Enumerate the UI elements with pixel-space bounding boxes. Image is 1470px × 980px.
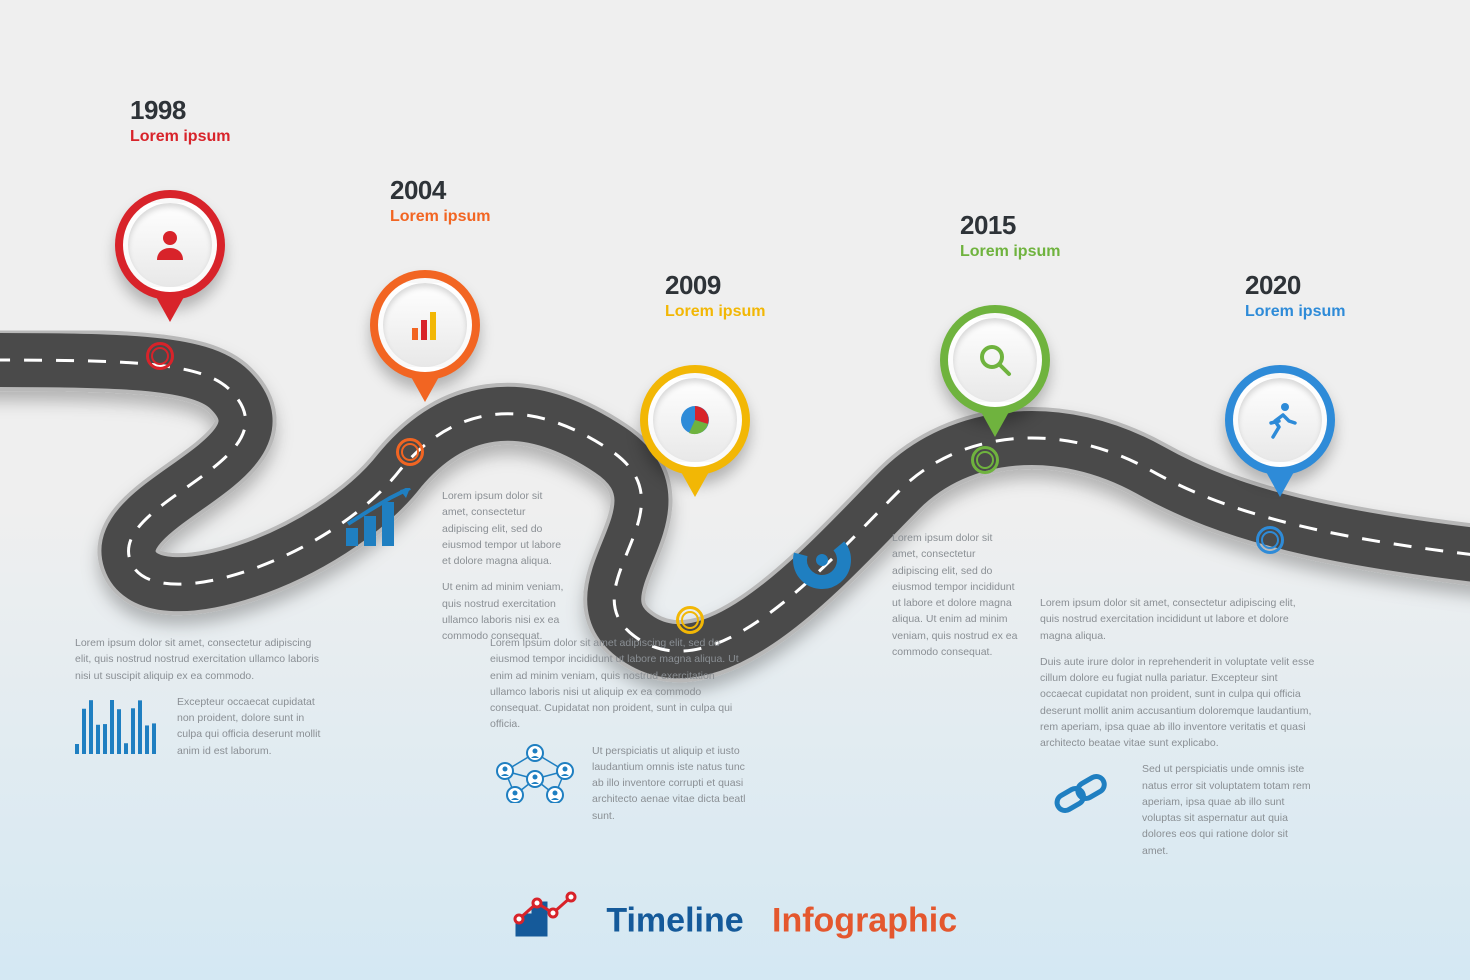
- milestone-subtitle: Lorem ipsum: [130, 128, 340, 146]
- bars-mini-icon: [75, 694, 165, 754]
- milestone-year: 2015: [960, 210, 1170, 241]
- person-icon: [123, 198, 217, 292]
- footer-title: Timeline Infographic: [0, 895, 1470, 950]
- milestone-year: 2020: [1245, 270, 1455, 301]
- map-pin-2009: [640, 365, 750, 515]
- map-pin-2020: [1225, 365, 1335, 515]
- text-block-5: Lorem ipsum dolor sit amet, consectetur …: [1040, 595, 1315, 869]
- road-marker-1998: [146, 342, 174, 370]
- road-marker-2020: [1256, 526, 1284, 554]
- search-icon: [948, 313, 1042, 407]
- pie-icon: [648, 373, 742, 467]
- milestone-label-2009: 2009 Lorem ipsum: [665, 270, 875, 321]
- text-block-paragraph: Lorem ipsum dolor sit amet, consectetur …: [892, 530, 1020, 660]
- text-block-paragraph: Lorem ipsum dolor sit amet, consectetur …: [442, 488, 570, 569]
- text-block-1: Lorem ipsum dolor sit amet, consectetur …: [75, 635, 325, 769]
- milestone-label-2020: 2020 Lorem ipsum: [1245, 270, 1455, 321]
- milestone-label-2015: 2015 Lorem ipsum: [960, 210, 1170, 261]
- link-mini-icon: [1040, 761, 1130, 826]
- road-marker-2004: [396, 438, 424, 466]
- text-block-paragraph: Sed ut perspiciatis unde omnis iste natu…: [1142, 761, 1315, 859]
- milestone-subtitle: Lorem ipsum: [390, 208, 600, 226]
- text-block-paragraph: Lorem ipsum dolor sit amet, consectetur …: [75, 635, 325, 684]
- text-block-3: Lorem ipsum dolor sit amet adipiscing el…: [490, 635, 750, 834]
- text-block-paragraph: Ut perspiciatis ut aliquip et iusto laud…: [592, 743, 750, 824]
- milestone-year: 2009: [665, 270, 875, 301]
- map-pin-2015: [940, 305, 1050, 455]
- donut-mini-icon: [790, 530, 880, 595]
- barchart-icon: [378, 278, 472, 372]
- text-block-2: Lorem ipsum dolor sit amet, consectetur …: [340, 488, 570, 654]
- text-block-paragraph: Duis aute irure dolor in reprehenderit i…: [1040, 654, 1315, 752]
- milestone-label-1998: 1998 Lorem ipsum: [130, 95, 340, 146]
- milestone-subtitle: Lorem ipsum: [1245, 303, 1455, 321]
- milestone-subtitle: Lorem ipsum: [960, 243, 1170, 261]
- footer-word-2: Infographic: [772, 901, 957, 939]
- text-block-4: Lorem ipsum dolor sit amet, consectetur …: [790, 530, 1020, 670]
- runner-icon: [1233, 373, 1327, 467]
- text-block-paragraph: Lorem ipsum dolor sit amet adipiscing el…: [490, 635, 750, 733]
- infographic-canvas: 1998 Lorem ipsum 2004 Lorem ipsum 2009 L…: [0, 0, 1470, 980]
- milestone-year: 2004: [390, 175, 600, 206]
- milestone-subtitle: Lorem ipsum: [665, 303, 875, 321]
- milestone-label-2004: 2004 Lorem ipsum: [390, 175, 600, 226]
- road-marker-2015: [971, 446, 999, 474]
- milestone-year: 1998: [130, 95, 340, 126]
- text-block-paragraph: Excepteur occaecat cupidatat non proiden…: [177, 694, 325, 759]
- road-marker-2009: [676, 606, 704, 634]
- footer-word-1: Timeline: [606, 901, 743, 939]
- text-block-paragraph: Lorem ipsum dolor sit amet, consectetur …: [1040, 595, 1315, 644]
- network-mini-icon: [490, 743, 580, 803]
- growth-mini-icon: [340, 488, 430, 553]
- map-pin-1998: [115, 190, 225, 340]
- footer-chart-icon: [513, 891, 583, 946]
- map-pin-2004: [370, 270, 480, 420]
